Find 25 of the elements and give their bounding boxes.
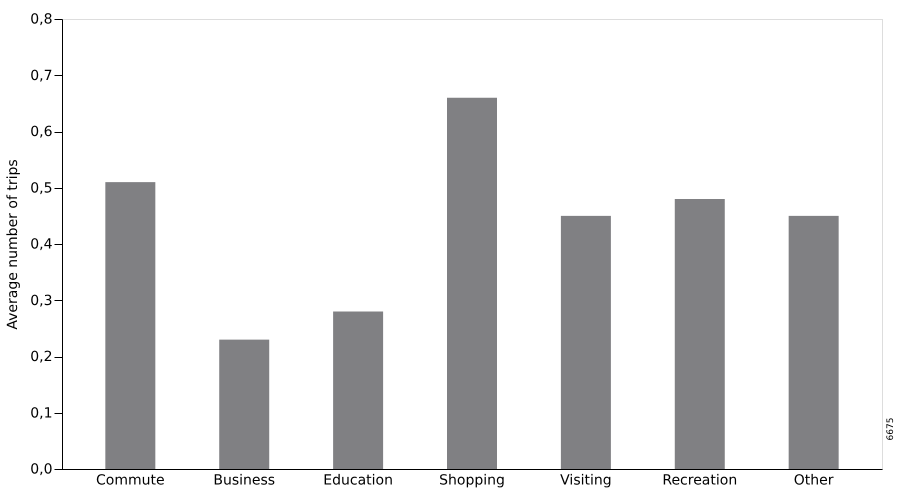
- bar: [447, 98, 497, 469]
- x-tick-label: Other: [794, 472, 834, 488]
- x-tick-label: Visiting: [560, 472, 612, 488]
- x-tick-label: Education: [323, 472, 393, 488]
- y-tick-label: 0,1: [30, 405, 52, 422]
- bar: [333, 312, 384, 469]
- x-tick-label: Recreation: [662, 472, 738, 488]
- bar: [674, 199, 725, 469]
- x-tick-label: Business: [213, 472, 276, 488]
- y-tick-label: 0,8: [30, 12, 52, 28]
- y-axis-title: Average number of trips: [5, 159, 22, 330]
- y-tick-label: 0,0: [30, 462, 52, 478]
- text: 6675: [886, 418, 896, 440]
- bar: [219, 340, 270, 469]
- y-tick-label: 0,3: [30, 292, 52, 309]
- x-tick-label: Shopping: [439, 472, 505, 488]
- y-tick-label: 0,6: [30, 124, 53, 140]
- y-tick-label: 0,4: [30, 236, 53, 252]
- bar: [788, 216, 839, 469]
- bar: [105, 182, 156, 469]
- bar: [560, 216, 611, 469]
- y-tick-label: 0,5: [30, 180, 52, 196]
- x-tick-label: Commute: [96, 472, 165, 488]
- y-tick-label: 0,7: [30, 68, 52, 84]
- y-tick-label: 0,2: [30, 349, 52, 365]
